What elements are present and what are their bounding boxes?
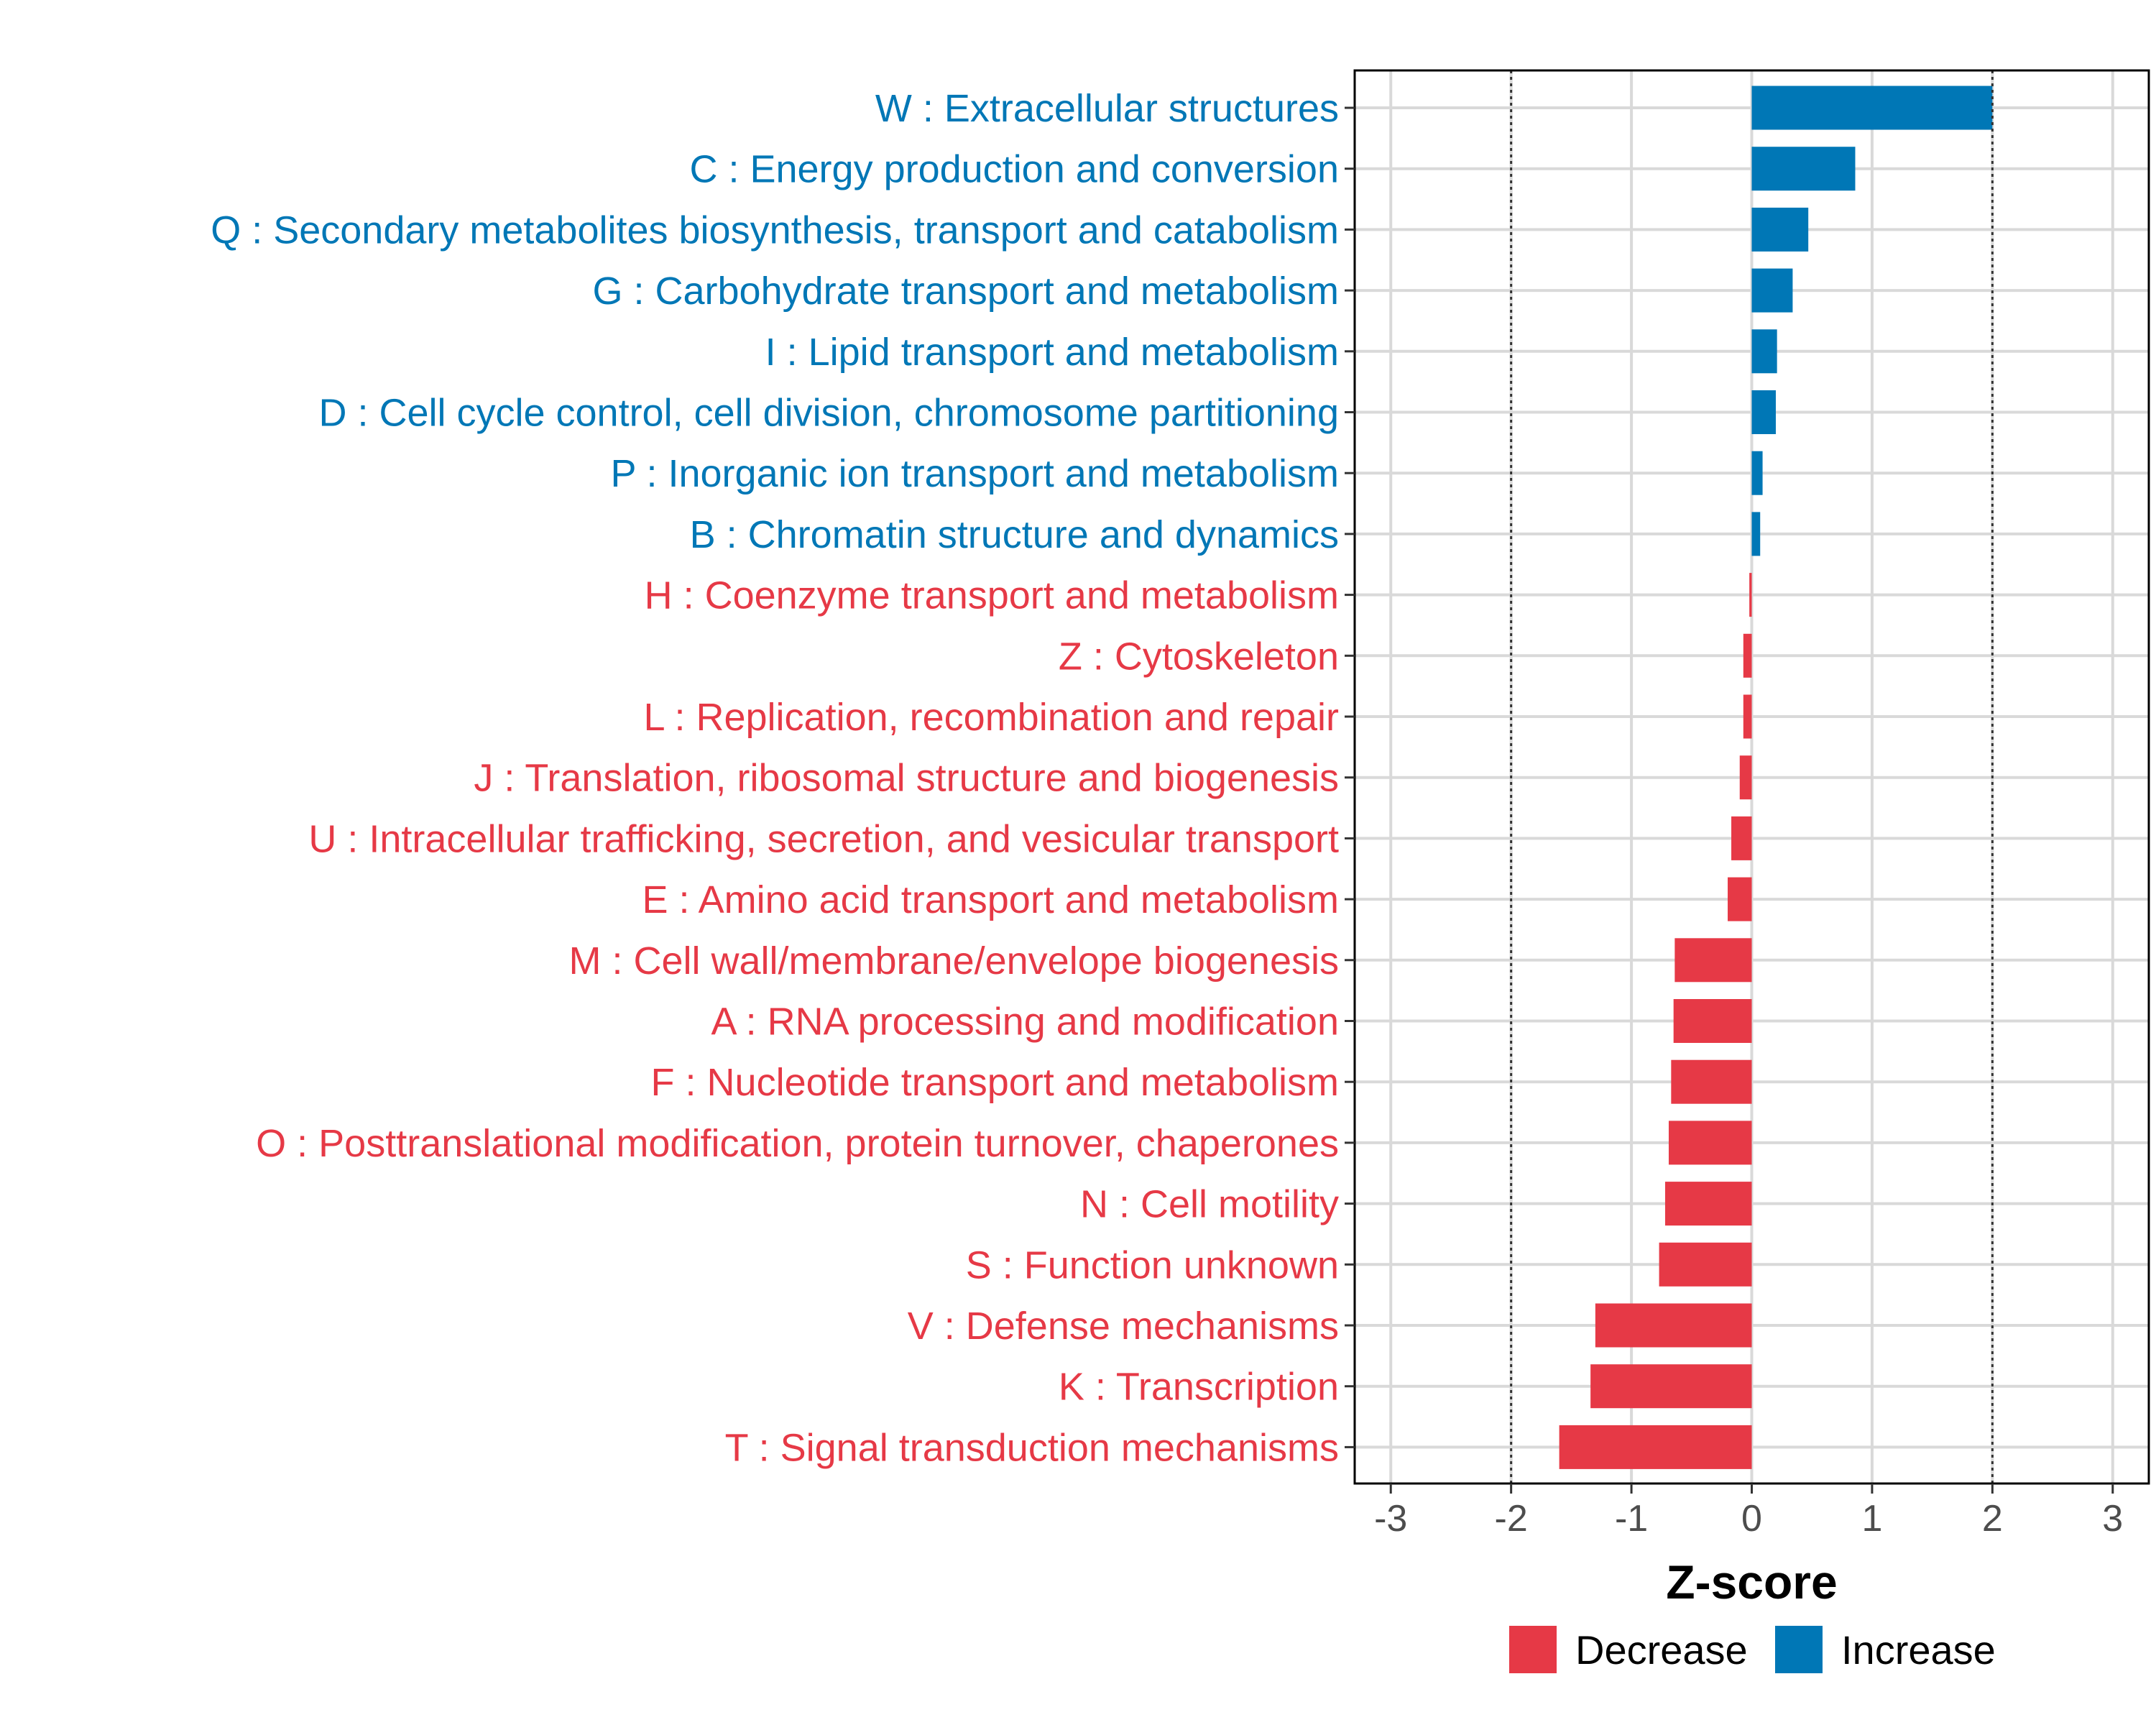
bar [1728, 877, 1752, 921]
bar [1674, 938, 1752, 983]
bar [1673, 999, 1752, 1043]
bar [1751, 268, 1793, 313]
x-tick-label: 1 [1861, 1498, 1882, 1540]
bar [1751, 512, 1761, 556]
bar [1751, 147, 1856, 191]
bar [1743, 633, 1752, 678]
category-label: J : Translation, ribosomal structure and… [474, 757, 1339, 800]
x-tick-label: 3 [2102, 1498, 2123, 1540]
bar [1751, 390, 1776, 434]
bar [1751, 86, 1993, 130]
category-label: O : Posttranslational modification, prot… [256, 1122, 1339, 1165]
category-label: Z : Cytoskeleton [1059, 635, 1339, 678]
bar [1671, 1059, 1752, 1104]
category-label: K : Transcription [1059, 1366, 1339, 1409]
bar [1743, 694, 1752, 739]
bar [1749, 573, 1752, 617]
bar [1668, 1121, 1752, 1165]
category-label: Q : Secondary metabolites biosynthesis, … [211, 208, 1339, 252]
bar [1739, 755, 1752, 800]
x-axis-ticks: -3 -2 -1 0 1 2 3 [1374, 1484, 2123, 1540]
x-tick-label: -2 [1495, 1498, 1528, 1540]
bar [1590, 1364, 1752, 1409]
bar [1751, 451, 1763, 495]
legend-key [1775, 1626, 1823, 1673]
category-label: I : Lipid transport and metabolism [765, 331, 1339, 374]
category-label: D : Cell cycle control, cell division, c… [318, 392, 1339, 435]
bar [1664, 1182, 1752, 1226]
x-tick-label: -1 [1615, 1498, 1648, 1540]
x-tick-label: 0 [1741, 1498, 1762, 1540]
reference-lines [1510, 70, 1994, 1484]
bar [1751, 329, 1777, 374]
category-label: H : Coenzyme transport and metabolism [645, 574, 1339, 617]
category-label: U : Intracellular trafficking, secretion… [308, 817, 1339, 860]
category-label: T : Signal transduction mechanisms [725, 1426, 1339, 1469]
bar [1559, 1425, 1752, 1469]
x-tick-label: 2 [1982, 1498, 2003, 1540]
category-label: G : Carbohydrate transport and metabolis… [593, 270, 1340, 313]
bar-layer [1559, 86, 1993, 1469]
category-label: V : Defense mechanisms [908, 1305, 1339, 1348]
category-label: B : Chromatin structure and dynamics [690, 513, 1339, 556]
category-label: S : Function unknown [966, 1243, 1339, 1287]
legend-label: Decrease [1575, 1627, 1748, 1673]
bar [1751, 207, 1809, 252]
x-tick-label: -3 [1374, 1498, 1407, 1540]
x-axis-title: Z-score [1666, 1555, 1837, 1609]
category-label: C : Energy production and conversion [689, 148, 1339, 191]
category-label: F : Nucleotide transport and metabolism [651, 1061, 1339, 1104]
category-label: P : Inorganic ion transport and metaboli… [610, 452, 1339, 495]
bar [1659, 1242, 1752, 1287]
bar [1731, 816, 1752, 860]
legend-key [1509, 1626, 1557, 1673]
legend: Decrease Increase [1509, 1626, 1996, 1673]
category-label: N : Cell motility [1080, 1183, 1339, 1226]
category-label: A : RNA processing and modification [711, 1000, 1339, 1044]
y-axis-ticks: W : Extracellular structures C : Energy p… [211, 87, 1355, 1469]
bar [1595, 1303, 1752, 1348]
category-label: L : Replication, recombination and repai… [643, 696, 1339, 739]
category-label: E : Amino acid transport and metabolism [642, 878, 1339, 921]
legend-label: Increase [1841, 1627, 1996, 1673]
category-label: M : Cell wall/membrane/envelope biogenes… [568, 939, 1339, 983]
category-label: W : Extracellular structures [875, 87, 1339, 130]
